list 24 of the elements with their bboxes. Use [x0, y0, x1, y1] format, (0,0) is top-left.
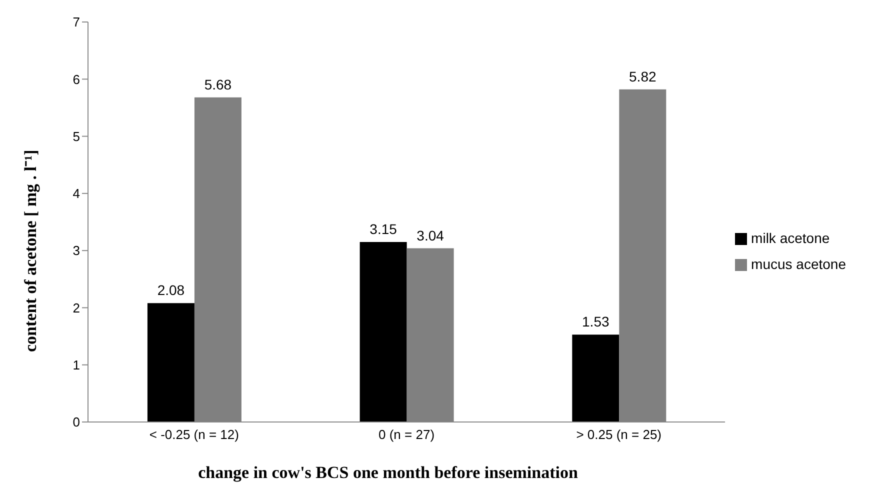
data-label: 3.15 — [370, 221, 398, 237]
y-tick-label: 1 — [72, 357, 80, 372]
data-label: 1.53 — [582, 314, 610, 330]
bar — [360, 242, 407, 422]
bar — [572, 334, 620, 422]
data-label: 2.08 — [157, 282, 185, 298]
y-tick-label: 5 — [72, 128, 80, 144]
y-tick-label: 3 — [72, 243, 80, 258]
y-tick-label: 0 — [72, 414, 80, 430]
bar — [147, 303, 194, 422]
x-axis-title: change in cow's BCS one month before insemination — [197, 463, 579, 483]
data-label: 3.04 — [416, 227, 444, 244]
legend-label: mucus acetone — [751, 256, 846, 272]
y-tick-label: 7 — [72, 14, 80, 30]
legend-label: milk acetone — [751, 230, 830, 246]
x-tick-label: > 0.25 (n = 25) — [576, 427, 662, 442]
y-tick-label: 2 — [72, 300, 80, 316]
x-tick-label: < -0.25 (n = 12) — [149, 427, 239, 442]
data-label: 5.82 — [629, 68, 656, 84]
data-label: 5.68 — [204, 76, 232, 92]
y-axis-title: content of acetone [ mg . l⁻¹] — [21, 150, 40, 352]
y-tick-label: 4 — [72, 186, 80, 202]
x-tick-label: 0 (n = 27) — [378, 427, 435, 442]
y-tick-label: 6 — [72, 72, 80, 87]
